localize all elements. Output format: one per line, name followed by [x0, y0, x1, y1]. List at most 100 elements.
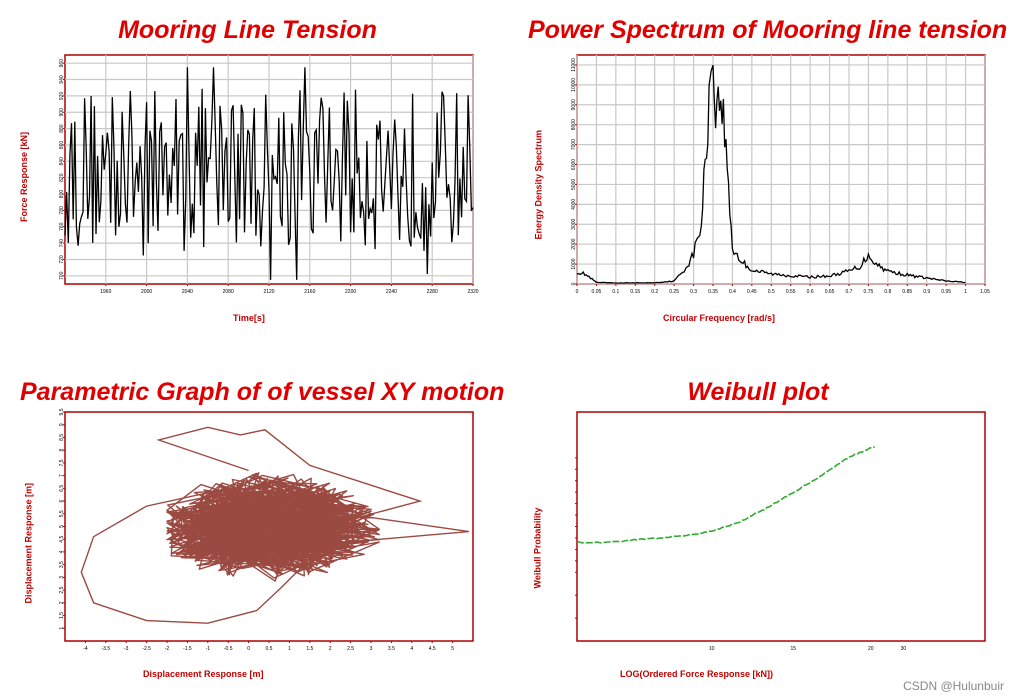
y-tick-label: 820: [59, 173, 65, 182]
spectrum-chart-title: Power Spectrum of Mooring line tension: [528, 16, 1008, 44]
spectrum-x-label: Circular Frequency [rad/s]: [663, 313, 776, 323]
x-tick-label: 1: [288, 646, 291, 652]
plot-frame: [576, 411, 986, 642]
x-tick-label: 1.5: [306, 646, 313, 652]
x-tick-label: 5: [451, 646, 454, 652]
x-tick-label: 0.15: [630, 289, 640, 295]
y-tick-label: 4: [59, 550, 65, 553]
x-tick-label: 2120: [263, 289, 274, 295]
y-tick-label: 2000: [571, 238, 577, 249]
x-tick-label: 2280: [427, 289, 438, 295]
x-tick-label: -3: [124, 646, 129, 652]
y-tick-label: 3000: [571, 218, 577, 229]
x-tick-label: 2200: [345, 289, 356, 295]
x-tick-label: 2080: [223, 289, 234, 295]
y-tick-label: 6000: [571, 159, 577, 170]
x-tick-label: 0.5: [768, 289, 775, 295]
y-tick-label: 6: [59, 499, 65, 502]
x-tick-label: 0.7: [846, 289, 853, 295]
x-tick-label: -1.5: [183, 646, 192, 652]
x-tick-label: 0: [576, 289, 579, 295]
y-tick-label: 5.5: [59, 510, 65, 517]
tension-chart: 1960 2000 2040 2080 2120 2160 2200 2240 2280 2320…: [59, 54, 479, 295]
y-tick-label: 880: [59, 124, 65, 133]
x-tick-label: 0.95: [941, 289, 951, 295]
x-tick-label: 2000: [141, 289, 152, 295]
xy-x-label: Displacement Response [m]: [143, 669, 264, 679]
x-tick-label: 0.2: [651, 289, 658, 295]
xy-chart: -4 -3.5 -3 -2.5 -2 -1.5 -1 -0.5 0 0.5 1 1.5 2 2.5 3 3.5…: [59, 408, 474, 652]
weibull-x-label: LOG(Ordered Force Response [kN]): [620, 669, 774, 679]
y-tick-label: 7000: [571, 139, 577, 150]
y-tick-label: 9.5: [59, 408, 65, 415]
y-tick-label: 4.5: [59, 536, 65, 543]
y-tick-label: 840: [59, 157, 65, 166]
x-tick-label: 15: [790, 646, 796, 652]
y-tick-label: 900: [59, 108, 65, 117]
x-tick-label: 0.1: [612, 289, 619, 295]
y-tick-label: 9: [59, 423, 65, 426]
y-tick-label: 740: [59, 239, 65, 248]
tension-y-label: Force Response [kN]: [19, 131, 29, 222]
x-tick-label: 0.25: [669, 289, 679, 295]
x-tick-label: 3.5: [388, 646, 395, 652]
spectrum-series-line: [576, 65, 966, 284]
y-tick-label: 2: [59, 601, 65, 604]
y-tick-label: 3.5: [59, 561, 65, 568]
x-tick-label: 0.35: [708, 289, 718, 295]
watermark: CSDN @Hulunbuir: [903, 679, 1004, 693]
xy-y-label: Displacement Response [m]: [23, 482, 34, 604]
x-tick-label: 20: [868, 646, 874, 652]
x-tick-label: 3: [370, 646, 373, 652]
x-tick-label: -0.5: [224, 646, 233, 652]
x-tick-label: -1: [206, 646, 211, 652]
x-tick-label: 4: [410, 646, 413, 652]
x-tick-label: 1.05: [980, 289, 990, 295]
tension-x-label: Time[s]: [233, 313, 265, 323]
y-tick-label: 3: [59, 576, 65, 579]
x-tick-label: 0.75: [864, 289, 874, 295]
x-tick-label: 0.5: [266, 646, 273, 652]
y-tick-label: 10000: [571, 78, 577, 92]
y-tick-label: 7: [59, 474, 65, 477]
weibull-series-line: [576, 446, 876, 544]
x-tick-label: 2320: [467, 289, 478, 295]
x-tick-label: 0.8: [884, 289, 891, 295]
y-tick-label: 8.5: [59, 434, 65, 441]
y-tick-label: 8: [59, 449, 65, 452]
x-tick-label: 0.55: [786, 289, 796, 295]
spectrum-chart: 0 0.05 0.1 0.15 0.2 0.25 0.3 0.35 0.4 0.45 0.5 0.55…: [571, 54, 990, 295]
y-tick-label: 5000: [571, 179, 577, 190]
x-tick-label: 0.45: [747, 289, 757, 295]
x-tick-label: 0.85: [902, 289, 912, 295]
x-tick-label: 10: [709, 646, 715, 652]
tension-chart-title: Mooring Line Tension: [118, 16, 377, 44]
spectrum-y-label: Energy Density Spectrum: [533, 129, 544, 240]
x-tick-label: 1: [964, 289, 967, 295]
x-tick-label: -2: [165, 646, 170, 652]
x-tick-label: 1960: [100, 289, 111, 295]
y-tick-label: 800: [59, 190, 65, 199]
x-tick-label: 4.5: [429, 646, 436, 652]
y-tick-label: 2.5: [59, 586, 65, 593]
y-tick-label: 960: [59, 59, 65, 68]
y-tick-label: 7.5: [59, 459, 65, 466]
y-tick-label: 8000: [571, 119, 577, 130]
y-tick-label: 1: [59, 627, 65, 630]
plot-frame: [576, 54, 986, 285]
y-tick-label: 780: [59, 206, 65, 215]
y-tick-label: 700: [59, 271, 65, 280]
x-tick-label: 0.65: [825, 289, 835, 295]
weibull-chart-title: Weibull plot: [687, 378, 829, 406]
y-tick-label: 5: [59, 525, 65, 528]
x-tick-label: 2240: [386, 289, 397, 295]
y-tick-label: 4000: [571, 199, 577, 210]
x-tick-label: 30: [901, 646, 907, 652]
y-tick-label: 720: [59, 255, 65, 264]
x-tick-label: 0.6: [807, 289, 814, 295]
weibull-y-label: Weibull Probability: [532, 507, 543, 589]
x-tick-label: 2160: [304, 289, 315, 295]
x-tick-label: 0.3: [690, 289, 697, 295]
y-tick-label: 760: [59, 222, 65, 231]
x-tick-label: 0.05: [592, 289, 602, 295]
